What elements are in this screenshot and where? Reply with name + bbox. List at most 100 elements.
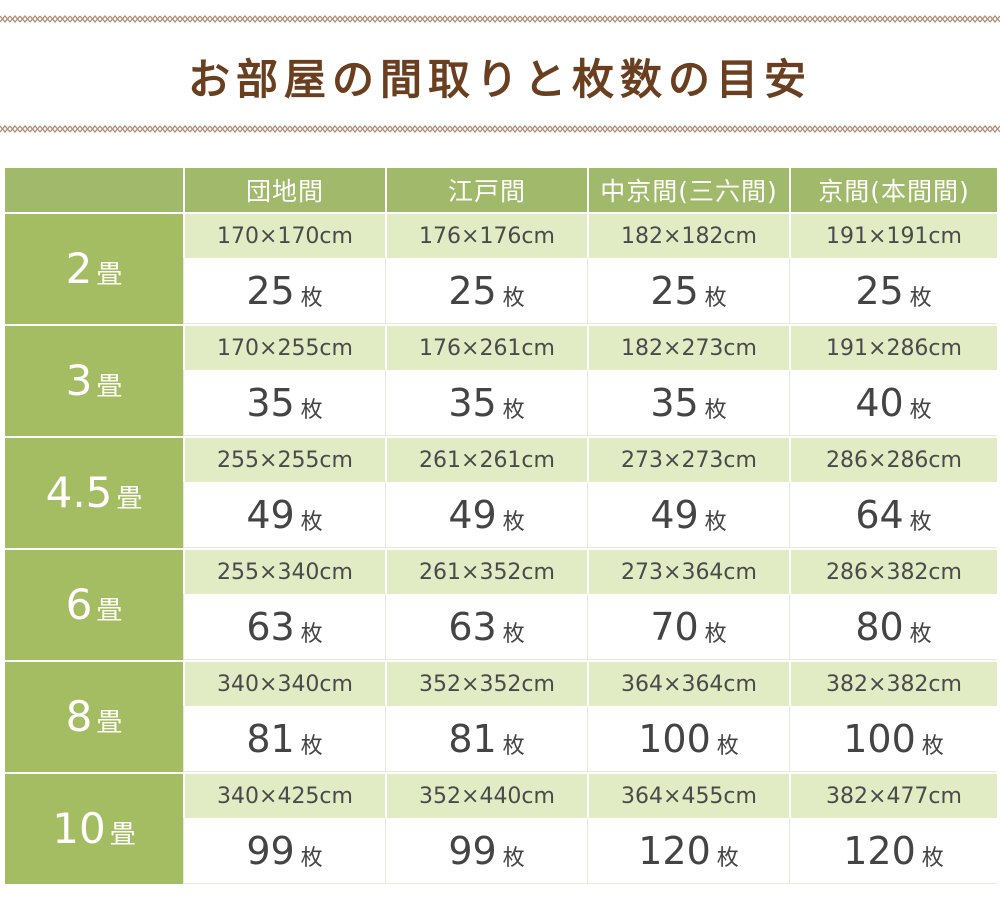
panel-count-number: 80 xyxy=(855,604,904,649)
panel-count-unit: 枚 xyxy=(909,621,932,647)
panel-count-cell: 120 枚 xyxy=(789,818,997,884)
panel-count-unit: 枚 xyxy=(502,733,525,759)
panel-count-unit: 枚 xyxy=(704,285,727,311)
room-size-unit: 畳 xyxy=(116,483,143,514)
panel-count-cell: 49 枚 xyxy=(183,482,385,548)
panel-count-number: 120 xyxy=(638,828,711,873)
panel-count-number: 49 xyxy=(246,492,295,537)
panel-count-cell: 64 枚 xyxy=(789,482,997,548)
column-header: 中京間(三六間) xyxy=(587,168,789,212)
room-size-number: 3 xyxy=(65,356,93,405)
panel-count-cell: 100 枚 xyxy=(789,706,997,772)
room-size-number: 4.5 xyxy=(45,468,113,517)
panel-count-cell: 35 枚 xyxy=(587,370,789,436)
panel-count-unit: 枚 xyxy=(921,845,944,871)
panel-count-unit: 枚 xyxy=(909,397,932,423)
panel-count-number: 40 xyxy=(855,380,904,425)
panel-count-cell: 70 枚 xyxy=(587,594,789,660)
panel-count-number: 120 xyxy=(843,828,916,873)
tatami-size-table: 団地間 江戸間 中京間(三六間) 京間(本間間) 2 畳 170×170cm 25 枚 176×1… xyxy=(5,168,997,888)
page-title: お部屋の間取りと枚数の目安 xyxy=(187,55,812,104)
row-header-room-size: 4.5 畳 xyxy=(5,436,183,548)
panel-count-unit: 枚 xyxy=(716,845,739,871)
panel-count-number: 99 xyxy=(246,828,295,873)
panel-count-cell: 25 枚 xyxy=(183,258,385,324)
room-dimension-cell: 176×176cm xyxy=(385,212,587,258)
room-dimension-cell: 255×340cm xyxy=(183,548,385,594)
room-dimension-cell: 382×477cm xyxy=(789,772,997,818)
panel-count-number: 49 xyxy=(650,492,699,537)
room-dimension-cell: 352×440cm xyxy=(385,772,587,818)
panel-count-cell: 81 枚 xyxy=(183,706,385,772)
panel-count-number: 100 xyxy=(638,716,711,761)
panel-count-cell: 49 枚 xyxy=(587,482,789,548)
room-dimension-cell: 273×273cm xyxy=(587,436,789,482)
room-size-unit: 畳 xyxy=(96,707,123,738)
panel-count-unit: 枚 xyxy=(716,733,739,759)
panel-count-unit: 枚 xyxy=(502,621,525,647)
panel-count-unit: 枚 xyxy=(502,397,525,423)
room-size-number: 8 xyxy=(65,692,93,741)
panel-count-unit: 枚 xyxy=(300,733,323,759)
panel-count-unit: 枚 xyxy=(300,845,323,871)
panel-count-cell: 81 枚 xyxy=(385,706,587,772)
room-size-unit: 畳 xyxy=(96,371,123,402)
panel-count-number: 70 xyxy=(650,604,699,649)
panel-count-cell: 80 枚 xyxy=(789,594,997,660)
panel-count-number: 63 xyxy=(246,604,295,649)
room-size-unit: 畳 xyxy=(96,259,123,290)
room-dimension-cell: 286×382cm xyxy=(789,548,997,594)
panel-count-number: 99 xyxy=(448,828,497,873)
panel-count-cell: 63 枚 xyxy=(385,594,587,660)
panel-count-cell: 25 枚 xyxy=(587,258,789,324)
panel-count-unit: 枚 xyxy=(704,621,727,647)
bottom-zigzag-border xyxy=(0,124,1000,134)
room-size-unit: 畳 xyxy=(109,819,136,850)
room-size-number: 10 xyxy=(52,804,106,853)
room-dimension-cell: 286×286cm xyxy=(789,436,997,482)
panel-count-number: 100 xyxy=(843,716,916,761)
column-header: 江戸間 xyxy=(385,168,587,212)
table-corner-cell xyxy=(5,168,183,212)
panel-count-unit: 枚 xyxy=(300,509,323,535)
panel-count-number: 63 xyxy=(448,604,497,649)
panel-count-number: 64 xyxy=(855,492,904,537)
panel-count-number: 35 xyxy=(650,380,699,425)
room-dimension-cell: 340×425cm xyxy=(183,772,385,818)
panel-count-unit: 枚 xyxy=(909,509,932,535)
panel-count-unit: 枚 xyxy=(502,285,525,311)
panel-count-unit: 枚 xyxy=(704,509,727,535)
room-dimension-cell: 382×382cm xyxy=(789,660,997,706)
room-size-number: 2 xyxy=(65,244,93,293)
panel-count-cell: 120 枚 xyxy=(587,818,789,884)
column-header: 京間(本間間) xyxy=(789,168,997,212)
room-dimension-cell: 340×340cm xyxy=(183,660,385,706)
column-header: 団地間 xyxy=(183,168,385,212)
panel-count-unit: 枚 xyxy=(704,397,727,423)
room-dimension-cell: 182×273cm xyxy=(587,324,789,370)
panel-count-cell: 99 枚 xyxy=(385,818,587,884)
room-dimension-cell: 191×286cm xyxy=(789,324,997,370)
panel-count-cell: 100 枚 xyxy=(587,706,789,772)
panel-count-cell: 25 枚 xyxy=(385,258,587,324)
room-size-unit: 畳 xyxy=(96,595,123,626)
panel-count-cell: 99 枚 xyxy=(183,818,385,884)
room-dimension-cell: 170×170cm xyxy=(183,212,385,258)
panel-count-number: 25 xyxy=(448,268,497,313)
room-dimension-cell: 352×352cm xyxy=(385,660,587,706)
row-header-room-size: 10 畳 xyxy=(5,772,183,884)
room-size-number: 6 xyxy=(65,580,93,629)
panel-count-unit: 枚 xyxy=(921,733,944,759)
room-dimension-cell: 191×191cm xyxy=(789,212,997,258)
room-dimension-cell: 261×261cm xyxy=(385,436,587,482)
room-dimension-cell: 261×352cm xyxy=(385,548,587,594)
panel-count-number: 49 xyxy=(448,492,497,537)
room-dimension-cell: 255×255cm xyxy=(183,436,385,482)
panel-count-cell: 63 枚 xyxy=(183,594,385,660)
panel-count-cell: 25 枚 xyxy=(789,258,997,324)
panel-count-unit: 枚 xyxy=(502,845,525,871)
